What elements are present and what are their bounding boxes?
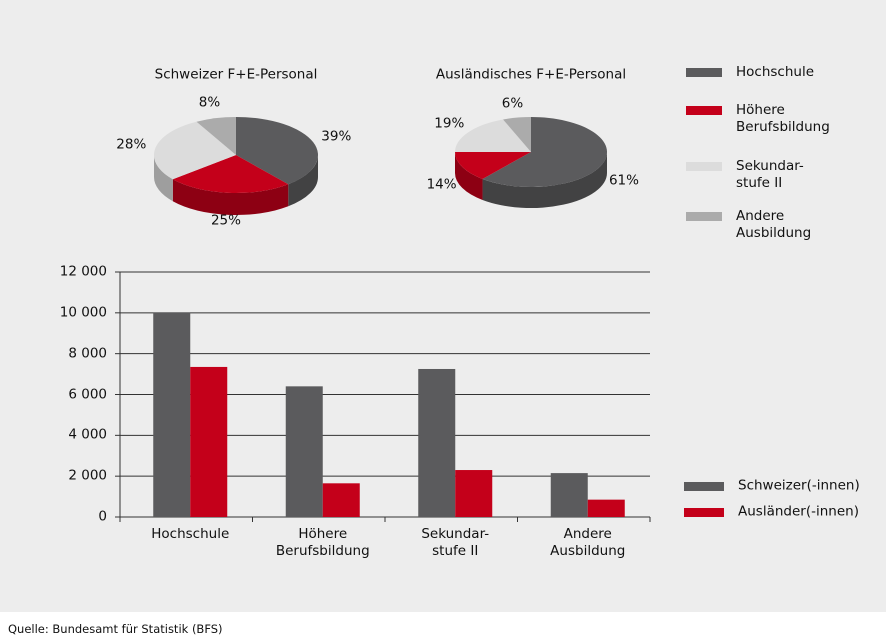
y-tick-label: 12 000: [59, 263, 107, 280]
x-tick-label: Andere Ausbildung: [550, 526, 626, 559]
bar: [190, 366, 228, 517]
value-label: 39%: [321, 128, 352, 145]
legend-label: Hochschule: [736, 64, 815, 80]
pie-slice: [236, 117, 318, 185]
bar: [455, 470, 493, 517]
value-label: 19%: [434, 115, 465, 132]
legend-swatch: [686, 106, 722, 115]
pie-slice: [172, 155, 289, 194]
value-label: 6%: [501, 95, 524, 112]
pie-side: [482, 152, 607, 208]
legend-swatch: [686, 162, 722, 171]
value-label: 14%: [426, 176, 457, 193]
x-tick-label: Sekundar- stufe II: [421, 526, 490, 559]
pie-title: Ausländisches F+E-Personal: [435, 66, 627, 83]
value-label: 61%: [608, 172, 639, 189]
x-tick-label: Hochschule: [151, 526, 230, 542]
legend-label: Schweizer(-innen): [738, 477, 860, 494]
pie-slice: [196, 117, 236, 155]
pie-side: [154, 155, 173, 202]
y-tick-label: 2 000: [68, 467, 107, 484]
source: Quelle: Bundesamt für Statistik (BFS): [8, 622, 223, 636]
pie-side: [288, 155, 318, 207]
bar: [587, 499, 625, 517]
x-tick-label: Höhere Berufsbildung: [275, 526, 370, 559]
pie-slice: [154, 121, 236, 180]
legend-swatch: [684, 482, 724, 491]
y-tick-label: 10 000: [59, 304, 107, 321]
bar: [153, 312, 191, 517]
legend-swatch: [686, 212, 722, 221]
pie-side: [455, 152, 483, 200]
bar: [550, 473, 588, 517]
y-tick-label: 0: [98, 508, 107, 525]
legend-swatch: [684, 508, 724, 517]
pie-slice: [455, 152, 531, 179]
y-tick-label: 4 000: [68, 426, 107, 443]
legend-label: Höhere Berufsbildung: [736, 102, 830, 135]
value-label: 8%: [198, 94, 221, 111]
value-label: 28%: [116, 136, 147, 153]
y-tick-label: 8 000: [68, 345, 107, 362]
legend-label: Andere Ausbildung: [736, 208, 812, 241]
y-tick-label: 6 000: [68, 386, 107, 402]
pie-slice: [482, 117, 607, 187]
bar: [418, 368, 456, 517]
bar: [285, 386, 323, 517]
legend-label: Ausländer(-innen): [738, 503, 859, 520]
pie-title: Schweizer F+E-Personal: [154, 66, 318, 83]
legend-label: Sekundar- stufe II: [736, 158, 804, 191]
pie-side: [172, 179, 289, 215]
pie-slice: [455, 119, 531, 152]
value-label: 25%: [210, 212, 241, 229]
pie-slice: [503, 117, 531, 152]
legend-swatch: [686, 68, 722, 77]
bar: [322, 483, 360, 517]
